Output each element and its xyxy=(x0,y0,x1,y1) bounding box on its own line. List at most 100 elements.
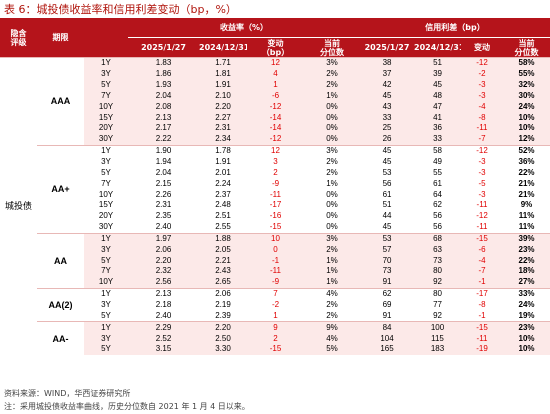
table-row: 5Y 1.93 1.91 1 2% 42 45 -3 32% xyxy=(0,79,550,91)
yield-current-cell: 1.93 xyxy=(128,79,199,91)
yield-change-cell: -12 xyxy=(247,133,304,146)
tenor-cell: 1Y xyxy=(84,144,128,157)
tenor-cell: 1Y xyxy=(84,321,128,334)
yield-previous-cell: 2.05 xyxy=(199,244,247,256)
yield-percentile-cell: 1% xyxy=(304,266,361,277)
header-yield-change-label: 变动 xyxy=(267,38,284,48)
spread-change-cell: -11 xyxy=(461,199,504,211)
footnote-note: 注：采用城投债收益率曲线，历史分位数自 2021 年 1 月 4 日以来。 xyxy=(4,402,250,411)
spread-change-cell: -3 xyxy=(461,156,504,168)
tenor-cell: 5Y xyxy=(84,343,128,355)
spread-current-cell: 56 xyxy=(360,178,415,190)
spread-change-cell: -3 xyxy=(461,189,504,200)
yield-change-cell: 1 xyxy=(247,79,304,91)
table-row: AA 1Y 1.97 1.88 10 3% 53 68 -15 39% xyxy=(0,232,550,289)
spread-previous-cell: 56 xyxy=(414,221,462,233)
spread-percentile-cell: 11% xyxy=(503,210,550,222)
spread-current-cell: 70 xyxy=(360,255,415,267)
table-row: 5Y 2.20 2.21 -1 1% 70 73 -4 22% xyxy=(0,255,550,267)
yield-percentile-cell: 0% xyxy=(304,210,361,222)
spread-current-cell: 57 xyxy=(360,244,415,256)
table-row: 5Y 3.15 3.30 -15 5% 165 183 -19 10% xyxy=(0,343,550,355)
rating-cell: AA(2) xyxy=(37,287,84,322)
yield-percentile-cell: 3% xyxy=(304,232,361,245)
spread-change-cell: -3 xyxy=(461,167,504,179)
yield-change-cell: 2 xyxy=(247,333,304,344)
yield-percentile-cell: 2% xyxy=(304,299,361,311)
yield-previous-cell: 2.43 xyxy=(199,266,247,277)
spread-previous-cell: 49 xyxy=(414,156,462,168)
yield-previous-cell: 2.37 xyxy=(199,189,247,200)
spread-percentile-cell: 27% xyxy=(503,276,550,289)
yield-current-cell: 2.13 xyxy=(128,112,199,124)
spread-percentile-cell: 12% xyxy=(503,133,550,146)
header-spread-group: 信用利差（bp） xyxy=(360,18,550,38)
rating-cell: AA xyxy=(37,232,84,289)
yield-percentile-cell: 2% xyxy=(304,167,361,179)
yield-previous-cell: 2.55 xyxy=(199,221,247,233)
tenor-cell: 10Y xyxy=(84,189,128,200)
footnote-source: 资料来源：WIND，华西证券研究所 xyxy=(4,389,131,398)
spread-percentile-cell: 11% xyxy=(503,221,550,233)
yield-current-cell: 2.06 xyxy=(128,244,199,256)
spread-change-cell: -15 xyxy=(461,321,504,334)
spread-previous-cell: 47 xyxy=(414,101,462,113)
table-row: AA- 1Y 2.29 2.20 9 9% 84 100 -15 23% xyxy=(0,321,550,355)
spread-current-cell: 53 xyxy=(360,167,415,179)
spread-previous-cell: 73 xyxy=(414,255,462,267)
yield-current-cell: 2.20 xyxy=(128,255,199,267)
yield-previous-cell: 2.39 xyxy=(199,310,247,322)
spread-percentile-cell: 24% xyxy=(503,299,550,311)
yield-percentile-cell: 3% xyxy=(304,144,361,157)
table-row: 3Y 1.94 1.91 3 2% 45 49 -3 36% xyxy=(0,156,550,168)
spread-change-cell: -8 xyxy=(461,112,504,124)
spread-change-cell: -5 xyxy=(461,178,504,190)
spread-previous-cell: 63 xyxy=(414,244,462,256)
spread-change-cell: -15 xyxy=(461,232,504,245)
category-cell: 城投债 xyxy=(0,56,37,355)
spread-percentile-cell: 30% xyxy=(503,90,550,102)
yield-change-cell: 7 xyxy=(247,287,304,300)
yield-percentile-cell: 9% xyxy=(304,321,361,334)
spread-change-cell: -3 xyxy=(461,90,504,102)
yield-previous-cell: 2.10 xyxy=(199,90,247,102)
yield-current-cell: 2.35 xyxy=(128,210,199,222)
tenor-cell: 5Y xyxy=(84,255,128,267)
spread-previous-cell: 41 xyxy=(414,112,462,124)
yield-change-cell: -9 xyxy=(247,276,304,289)
table-row: 15Y 2.31 2.48 -17 0% 51 62 -11 9% xyxy=(0,199,550,211)
yield-current-cell: 2.17 xyxy=(128,123,199,134)
spread-previous-cell: 62 xyxy=(414,199,462,211)
yield-current-cell: 2.32 xyxy=(128,266,199,277)
spread-percentile-cell: 55% xyxy=(503,68,550,80)
spread-change-cell: -4 xyxy=(461,255,504,267)
table-row: 城投债 AAA 1Y 1.83 1.71 12 3% 38 51 -12 58% xyxy=(0,56,550,355)
tenor-cell: 1Y xyxy=(84,232,128,245)
tenor-cell: 3Y xyxy=(84,156,128,168)
yield-percentile-cell: 0% xyxy=(304,123,361,134)
tenor-cell: 3Y xyxy=(84,244,128,256)
tenor-cell: 7Y xyxy=(84,90,128,102)
spread-percentile-cell: 23% xyxy=(503,244,550,256)
spread-previous-cell: 61 xyxy=(414,178,462,190)
spread-current-cell: 61 xyxy=(360,189,415,200)
spread-change-cell: -12 xyxy=(461,144,504,157)
yield-change-cell: 3 xyxy=(247,156,304,168)
table-row: 20Y 2.35 2.51 -16 0% 44 56 -12 11% xyxy=(0,210,550,222)
header-yield-pctile-line1: 当前 xyxy=(324,38,340,48)
spread-previous-cell: 115 xyxy=(414,333,462,344)
tenor-cell: 10Y xyxy=(84,276,128,289)
tenor-cell: 30Y xyxy=(84,133,128,146)
yield-previous-cell: 1.78 xyxy=(199,144,247,157)
spread-current-cell: 104 xyxy=(360,333,415,344)
table-row: 20Y 2.17 2.31 -14 0% 25 36 -11 10% xyxy=(0,123,550,134)
spread-change-cell: -12 xyxy=(461,210,504,222)
rating-cell: AAA xyxy=(37,57,84,146)
spread-current-cell: 25 xyxy=(360,123,415,134)
yield-percentile-cell: 2% xyxy=(304,244,361,256)
yield-change-cell: -9 xyxy=(247,178,304,190)
spread-current-cell: 53 xyxy=(360,232,415,245)
spread-current-cell: 33 xyxy=(360,112,415,124)
yield-change-cell: -16 xyxy=(247,210,304,222)
table-row: 5Y 2.04 2.01 2 2% 53 55 -3 22% xyxy=(0,167,550,179)
